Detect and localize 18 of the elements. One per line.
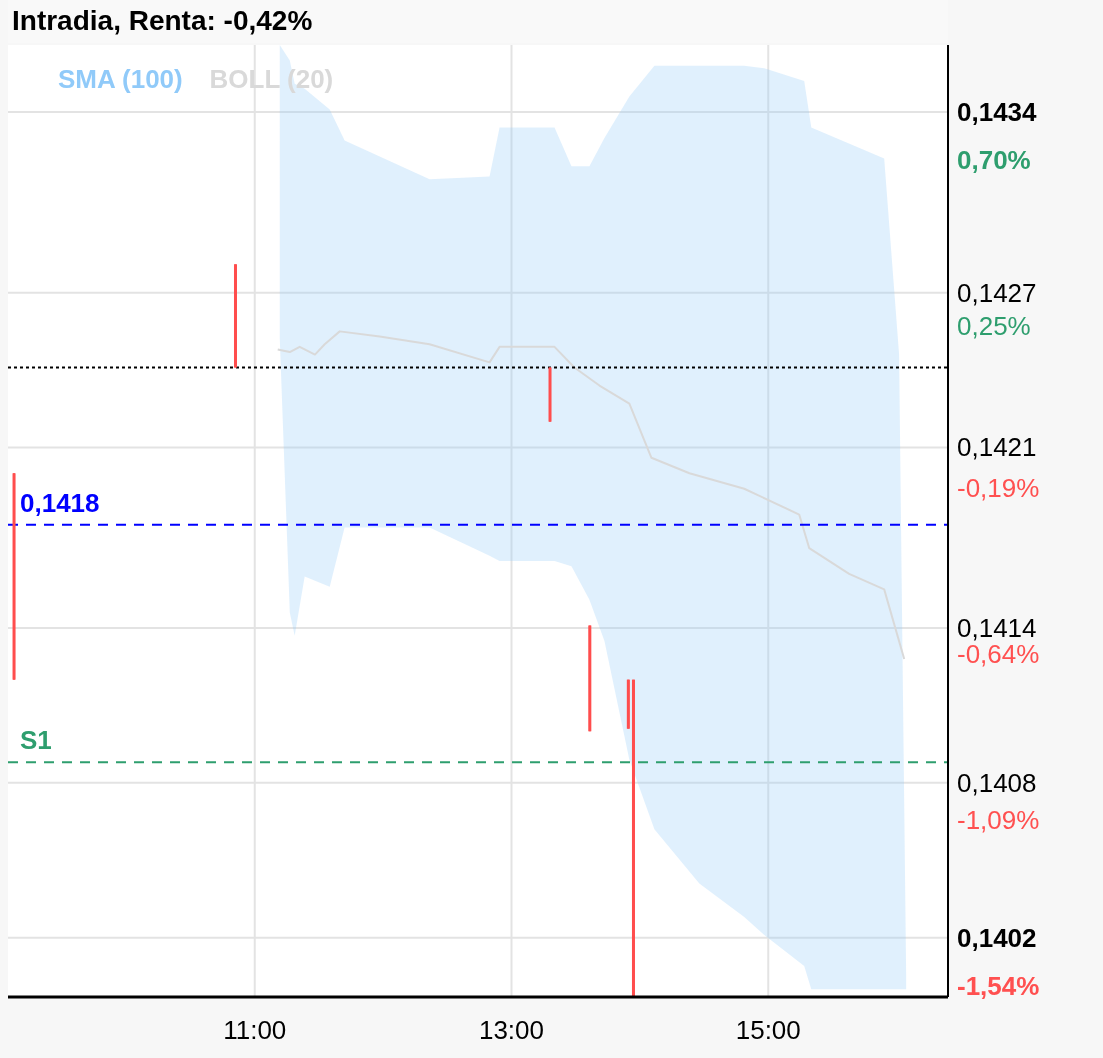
y-tick-label: 0,1414: [957, 613, 1037, 644]
ref-line-label: S1: [20, 725, 52, 756]
y2-tick-label: -0,19%: [957, 473, 1040, 504]
y2-tick-label: -1,54%: [957, 970, 1040, 1001]
y-tick-label: 0,1427: [957, 277, 1037, 308]
ref-line-label: 0,1418: [20, 487, 100, 518]
y-tick-label: 0,1408: [957, 767, 1037, 798]
x-tick-label: 11:00: [223, 1015, 287, 1045]
y2-tick-label: -1,09%: [957, 805, 1040, 836]
y-tick-label: 0,1421: [957, 432, 1037, 463]
legend-label: SMA (100): [58, 64, 183, 94]
y2-tick-label: 0,25%: [957, 310, 1031, 341]
y-tick-label: 0,1402: [957, 922, 1037, 953]
y2-tick-label: 0,70%: [957, 145, 1031, 176]
x-tick-label: 15:00: [735, 1015, 801, 1045]
chart-title: Intradia, Renta: -0,42%: [12, 5, 313, 36]
x-tick-label: 13:00: [478, 1015, 545, 1045]
y-tick-label: 0,1434: [957, 97, 1038, 128]
